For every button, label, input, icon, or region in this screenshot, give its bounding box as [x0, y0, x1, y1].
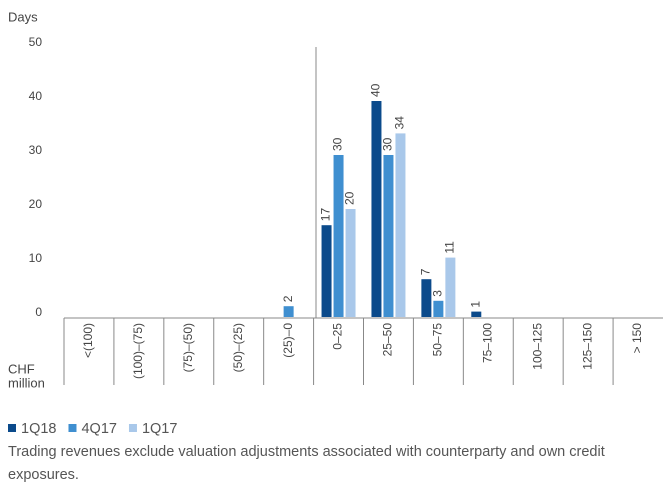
bar [333, 155, 344, 317]
x-tick-label: 125–150 [580, 323, 594, 370]
y-tick-label: 30 [29, 143, 43, 157]
bar [345, 209, 356, 317]
y-axis-label: Days [8, 9, 38, 24]
y-tick-label: 10 [29, 251, 43, 265]
bar [421, 279, 432, 317]
bar [445, 257, 456, 317]
x-tick-label: > 150 [630, 323, 644, 354]
legend-swatch [128, 424, 137, 432]
legend-label: 1Q17 [142, 421, 177, 437]
bar [433, 300, 444, 317]
bar [283, 306, 294, 317]
bar [371, 101, 382, 317]
bar [395, 133, 406, 317]
x-tick-label: 75–100 [480, 323, 494, 363]
y-tick-label: 20 [29, 197, 43, 211]
chart: Days CHF million 0 10 20 30 40 50 <(100) (100)–… [8, 9, 663, 437]
data-label: 30 [381, 137, 395, 151]
x-tick-label: 100–125 [530, 323, 544, 370]
y-tick-label: 40 [29, 89, 43, 103]
x-axis-label: million [8, 375, 45, 390]
bar [383, 155, 394, 317]
legend-label: 1Q18 [21, 421, 56, 437]
legend-label: 4Q17 [81, 421, 116, 437]
x-tick-label: 25–50 [381, 323, 395, 357]
data-label: 1 [468, 301, 482, 308]
data-label: 30 [331, 137, 345, 151]
y-tick-label: 50 [29, 35, 43, 49]
x-tick-label: 50–75 [431, 323, 445, 357]
x-tick-label: (100)–(75) [131, 323, 145, 379]
x-tick-label: <(100) [81, 323, 95, 358]
x-axis-label: CHF [8, 361, 35, 376]
footnote: Trading revenues exclude valuation adjus… [8, 444, 605, 483]
data-label: 11 [443, 241, 457, 254]
data-label: 20 [343, 191, 357, 205]
x-tick-label: (25)–0 [281, 323, 295, 358]
bar [471, 311, 482, 317]
legend-swatch [8, 424, 16, 432]
legend-swatch [68, 424, 77, 432]
data-label: 3 [431, 290, 445, 297]
x-tick-label: 0–25 [331, 323, 345, 350]
data-label: 2 [281, 295, 295, 302]
y-tick-label: 0 [35, 305, 42, 319]
x-tick-label: (50)–(25) [231, 323, 245, 372]
data-label: 17 [319, 208, 333, 222]
data-label: 7 [419, 268, 433, 275]
x-tick-label: (75)–(50) [181, 323, 195, 372]
bar [321, 225, 332, 317]
data-label: 34 [393, 116, 407, 130]
data-label: 40 [369, 83, 383, 97]
